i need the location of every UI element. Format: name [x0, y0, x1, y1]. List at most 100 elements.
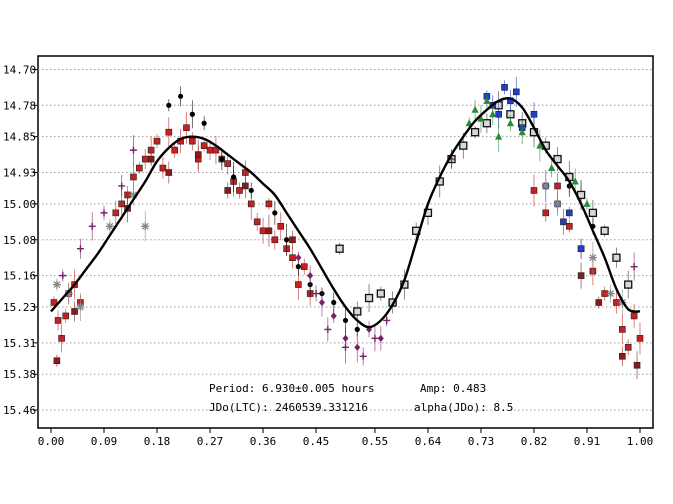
data-point	[501, 84, 508, 91]
data-point	[612, 253, 621, 262]
data-point	[619, 326, 626, 333]
data-point	[577, 245, 585, 253]
data-point	[141, 222, 150, 231]
data-point	[383, 316, 391, 324]
data-point	[630, 263, 638, 271]
data-point	[459, 141, 468, 150]
data-point	[118, 200, 125, 208]
y-tick-label: 15.38	[3, 368, 36, 381]
data-point	[153, 137, 161, 145]
y-tick-label: 14.93	[3, 167, 36, 180]
data-point	[265, 200, 273, 208]
data-point	[165, 128, 173, 136]
data-point	[58, 335, 65, 342]
y-tick-label: 15.16	[3, 270, 36, 283]
data-point	[312, 290, 320, 298]
plot-frame	[37, 55, 654, 429]
data-point	[548, 164, 556, 172]
data-point	[62, 312, 70, 320]
data-point	[619, 352, 626, 360]
x-tick-label: 1.00	[627, 435, 654, 448]
data-point	[76, 302, 85, 311]
data-point	[307, 272, 314, 280]
data-point	[600, 226, 609, 235]
data-point	[483, 96, 491, 104]
data-point	[50, 299, 58, 306]
x-tick-label: 0.64	[415, 435, 442, 448]
data-point	[177, 93, 184, 99]
data-point	[560, 218, 567, 226]
data-point	[130, 173, 137, 181]
data-point	[513, 88, 520, 96]
data-point	[200, 142, 208, 149]
x-tick-label: 0.18	[144, 435, 171, 448]
data-point	[506, 119, 515, 127]
data-point	[224, 160, 231, 167]
data-point	[277, 223, 285, 230]
x-tick-label: 0.09	[91, 435, 118, 448]
data-point	[364, 293, 374, 303]
data-point	[471, 105, 479, 113]
data-point	[566, 209, 573, 217]
data-point	[588, 208, 598, 218]
data-point	[330, 312, 337, 320]
alpha-label: alpha(JDo): 8.5	[414, 401, 513, 414]
data-point	[359, 352, 367, 360]
data-point	[541, 181, 550, 190]
data-point	[295, 264, 301, 270]
data-point	[633, 361, 641, 369]
data-point	[71, 308, 78, 315]
x-tick-label: 0.00	[38, 435, 65, 448]
x-tick-label: 0.82	[521, 435, 548, 448]
data-point	[59, 272, 67, 280]
y-tick-label: 14.78	[3, 99, 36, 112]
data-point	[194, 151, 202, 158]
jd0-label: JDo(LTC): 2460539.331216	[209, 401, 368, 414]
data-points	[50, 76, 644, 380]
data-point	[324, 325, 332, 333]
data-point	[295, 254, 302, 262]
data-point	[342, 334, 349, 342]
data-point	[206, 146, 214, 154]
x-tick-label: 0.45	[303, 435, 330, 448]
data-point	[588, 253, 597, 262]
data-point	[165, 169, 173, 176]
data-point	[100, 209, 108, 217]
data-point	[295, 281, 302, 288]
data-point	[566, 223, 573, 230]
data-point	[477, 114, 485, 122]
grid-lines	[38, 68, 653, 411]
data-point	[583, 199, 591, 207]
fit-curve	[50, 96, 641, 329]
amp-label: Amp: 0.483	[420, 382, 486, 395]
data-point	[331, 299, 337, 306]
data-point	[88, 222, 96, 230]
data-point	[554, 182, 561, 190]
y-axis: 14.70 14.78 14.85 14.93 15.00 15.08 15.16 15.23…	[3, 63, 38, 417]
data-point	[236, 187, 243, 194]
data-point	[542, 209, 550, 217]
x-axis: 0.00 0.09 0.18 0.27 0.36 0.45 0.55 0.64 0.73 0.82…	[38, 428, 654, 448]
data-point	[536, 141, 544, 149]
data-point	[166, 102, 172, 108]
data-point	[53, 357, 61, 365]
data-point	[318, 298, 325, 307]
data-point	[54, 317, 62, 324]
data-point	[147, 155, 155, 163]
data-point	[354, 326, 360, 332]
data-point	[76, 245, 84, 253]
y-tick-label: 15.31	[3, 337, 36, 350]
data-point	[342, 317, 349, 324]
data-point	[495, 132, 503, 140]
y-tick-label: 15.23	[3, 301, 36, 314]
y-tick-label: 15.08	[3, 234, 36, 247]
data-point	[495, 110, 502, 118]
data-point	[353, 307, 362, 316]
data-point	[354, 343, 361, 351]
data-point	[636, 335, 644, 342]
data-point	[253, 218, 261, 226]
y-tick-label: 14.85	[3, 131, 36, 144]
data-point	[136, 164, 143, 172]
x-tick-label: 0.27	[197, 435, 224, 448]
y-tick-label: 14.70	[3, 63, 36, 76]
